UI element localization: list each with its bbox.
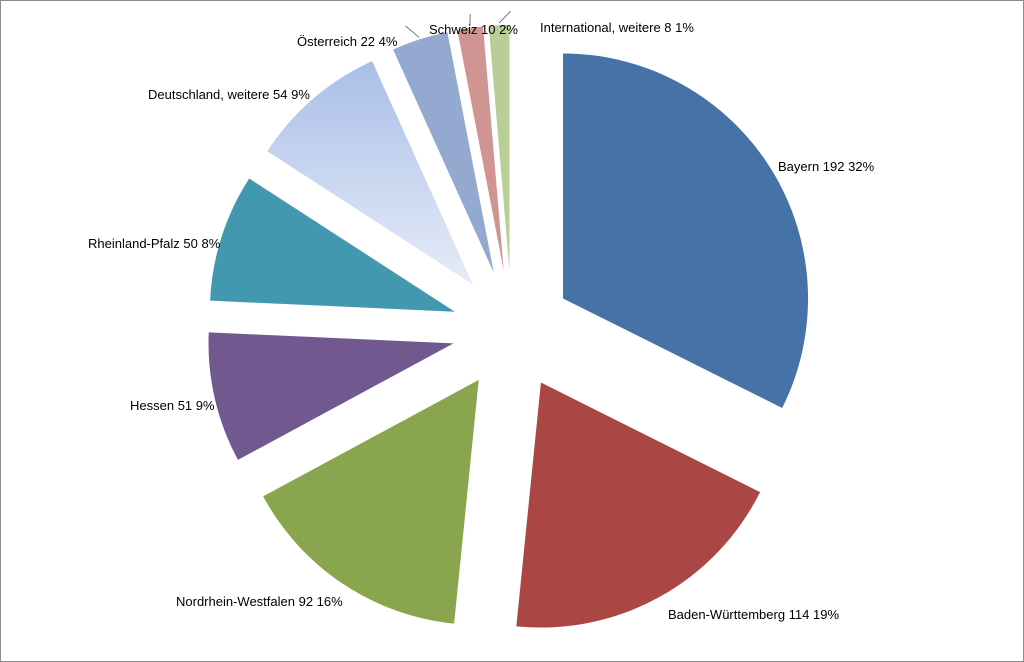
slice-rheinland-pfalz bbox=[210, 178, 455, 312]
pie-labels: Bayern 192 32% Baden-Württemberg 114 19%… bbox=[88, 20, 875, 622]
label-schweiz: Schweiz 10 2% bbox=[429, 22, 518, 37]
leader-line-oesterreich bbox=[405, 25, 420, 38]
slice-baden-wuerttemberg bbox=[516, 382, 761, 628]
slice-oesterreich bbox=[393, 32, 494, 273]
slice-hessen bbox=[208, 332, 454, 460]
slice-deutschland-weitere bbox=[267, 61, 473, 285]
label-oesterreich: Österreich 22 4% bbox=[297, 34, 398, 49]
leader-line-international-weitere bbox=[498, 11, 511, 24]
slice-schweiz bbox=[457, 26, 504, 271]
label-rheinland-pfalz: Rheinland-Pfalz 50 8% bbox=[88, 236, 221, 251]
slice-bayern bbox=[563, 53, 809, 409]
label-leaders bbox=[405, 11, 511, 38]
pie-slices bbox=[208, 25, 809, 628]
label-nordrhein-westfalen: Nordrhein-Westfalen 92 16% bbox=[176, 594, 343, 609]
label-hessen: Hessen 51 9% bbox=[130, 398, 215, 413]
label-deutschland-weitere: Deutschland, weitere 54 9% bbox=[148, 87, 310, 102]
label-baden-wuerttemberg: Baden-Württemberg 114 19% bbox=[668, 607, 839, 622]
label-international-weitere: International, weitere 8 1% bbox=[540, 20, 694, 35]
slice-nordrhein-westfalen bbox=[263, 379, 479, 624]
slice-international-weitere bbox=[488, 25, 510, 271]
label-bayern: Bayern 192 32% bbox=[778, 159, 875, 174]
